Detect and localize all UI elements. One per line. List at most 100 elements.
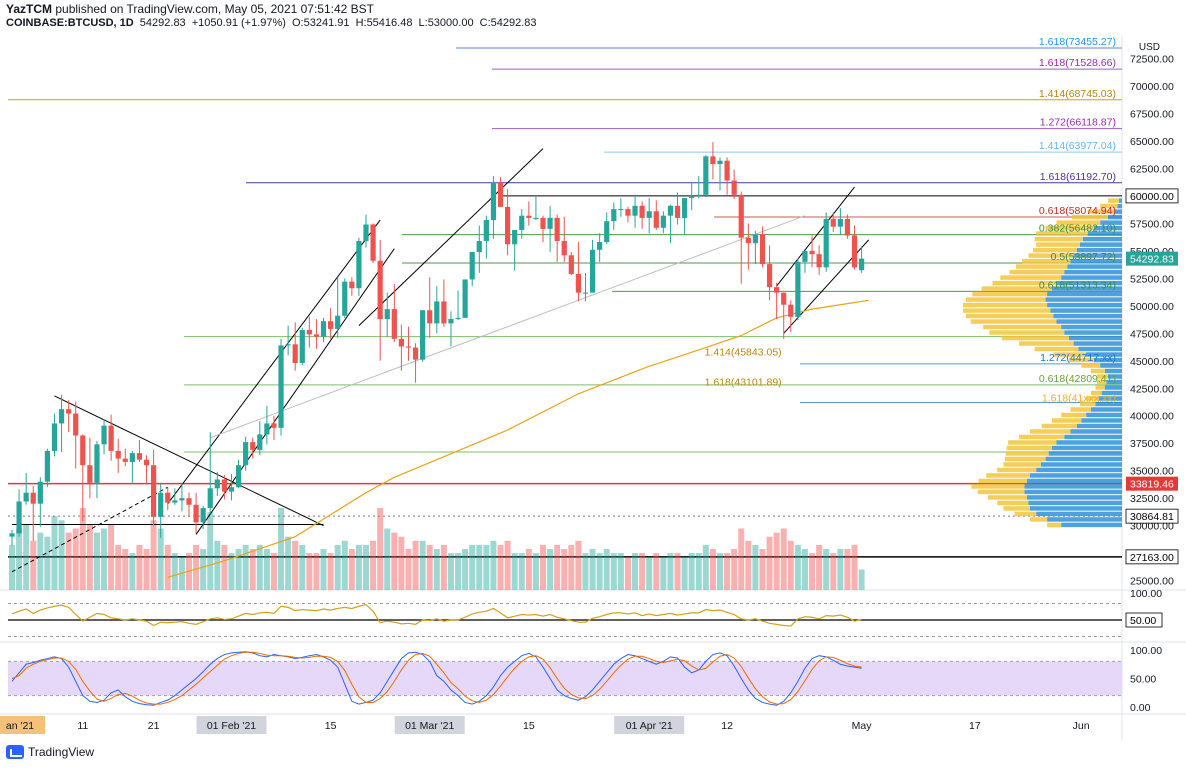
volume-profile-up-bar — [1100, 363, 1122, 368]
volume-profile-down-bar — [971, 484, 1025, 489]
volume-bar — [575, 540, 582, 590]
candle-body — [370, 224, 376, 261]
volume-bar — [101, 528, 108, 590]
volume-bar — [653, 553, 660, 590]
volume-bar — [398, 536, 405, 590]
price-chart[interactable]: 1.618(73455.27) 1.618(71528.66) 1.414(6874… — [0, 0, 1186, 745]
candle-body — [285, 344, 291, 346]
volume-profile-up-bar — [1083, 236, 1122, 242]
volume-bar — [433, 549, 440, 590]
volume-profile-down-bar — [972, 291, 1048, 297]
publisher-line: YazTCM published on TradingView.com, May… — [6, 2, 374, 16]
candle-body — [44, 450, 50, 482]
candle-body — [257, 434, 263, 450]
volume-bar — [193, 544, 200, 590]
volume-profile-up-bar — [1026, 495, 1122, 500]
rsi-line — [11, 603, 862, 627]
candle-body — [795, 261, 801, 317]
time-axis-tick: 12 — [721, 720, 733, 732]
volume-bar — [589, 549, 596, 590]
volume-profile-down-bar — [1000, 275, 1062, 280]
volume-profile-down-bar — [1005, 451, 1049, 456]
volume-profile-up-bar — [1040, 462, 1122, 467]
volume-profile-down-bar — [1034, 346, 1079, 352]
volume-bar — [23, 524, 30, 590]
volume-profile-down-bar — [1041, 423, 1077, 429]
candle-body — [349, 281, 355, 289]
volume-bar — [780, 528, 787, 590]
volume-bar — [426, 544, 433, 590]
volume-bar — [702, 544, 709, 590]
volume-profile-up-bar — [1024, 484, 1122, 489]
time-axis-tick: 11 — [77, 720, 88, 732]
volume-bar — [709, 549, 716, 590]
candle-body — [745, 237, 751, 244]
volume-profile-up-bar — [1047, 291, 1122, 297]
candle-body — [207, 488, 213, 509]
candle-body — [328, 321, 334, 329]
volume-bar — [9, 544, 15, 590]
candle-body — [540, 217, 546, 229]
candle-body — [533, 217, 539, 219]
fib-level-label: 1.618(43101.89) — [705, 377, 782, 389]
volume-bar — [547, 549, 554, 590]
price-axis-tick: 30000.00 — [1130, 521, 1174, 533]
candle-body — [377, 260, 383, 320]
candle-body — [512, 229, 518, 245]
price-badge — [1125, 188, 1179, 204]
volume-bar — [157, 528, 164, 590]
candle-body — [561, 240, 567, 256]
volume-bar — [667, 553, 674, 590]
volume-profile-down-bar — [978, 478, 1027, 484]
brand-label: TradingView — [28, 745, 95, 759]
volume-bar — [51, 516, 58, 590]
price-badge — [1126, 251, 1178, 266]
volume-profile-up-bar — [1061, 324, 1122, 330]
candle-body — [717, 160, 723, 165]
candle-body — [781, 292, 787, 305]
candle-body — [342, 281, 348, 316]
volume-bar — [561, 549, 568, 590]
volume-profile-down-bar — [970, 319, 1057, 324]
volume-bar — [787, 540, 794, 590]
price-axis-tick: 52500.00 — [1130, 273, 1174, 285]
volume-profile-up-bar — [1061, 275, 1122, 280]
volume-profile-up-bar — [1114, 209, 1122, 214]
candle-body — [427, 310, 433, 324]
price-axis-tick: 37500.00 — [1130, 438, 1174, 450]
candle-body — [200, 508, 206, 523]
price-badge — [1126, 476, 1178, 491]
volume-profile-up-bar — [1056, 280, 1122, 286]
volume-profile-up-bar — [1079, 242, 1122, 247]
candle-body — [497, 182, 504, 207]
volume-profile-up-bar — [1064, 434, 1122, 440]
volume-profile-up-bar — [1070, 258, 1122, 264]
volume-bar — [256, 544, 263, 590]
volume-bar — [419, 540, 426, 590]
trend-line — [195, 248, 395, 535]
candle-body — [66, 409, 72, 414]
tradingview-brand[interactable]: TradingView — [6, 745, 94, 759]
candle-body — [37, 481, 43, 504]
volume-bar — [30, 540, 37, 590]
time-axis-tick: 01 Apr '21 — [626, 720, 673, 732]
price-axis-tick: 50000.00 — [1130, 301, 1174, 313]
volume-bar — [412, 540, 419, 590]
volume-bar — [823, 549, 830, 590]
volume-profile-down-bar — [1045, 225, 1094, 231]
volume-bar — [717, 553, 723, 590]
volume-bar — [299, 544, 306, 590]
volume-bar — [235, 549, 242, 590]
candle-body — [774, 287, 780, 293]
volume-profile-down-bar — [962, 302, 1048, 308]
symbol-label[interactable]: COINBASE:BTCUSD, 1D — [6, 17, 134, 29]
fib-level-label: 1.414(63977.04) — [1039, 140, 1116, 152]
author-name[interactable]: YazTCM — [6, 2, 53, 16]
candle-body — [143, 459, 150, 466]
volume-profile-up-bar — [1051, 286, 1122, 291]
price-axis-tick: 57500.00 — [1130, 218, 1174, 230]
volume-bar — [809, 553, 816, 590]
volume-bar — [681, 557, 688, 590]
volume-bar — [207, 512, 214, 590]
fib-level-label: 0.618(58074.94) — [1039, 205, 1116, 217]
